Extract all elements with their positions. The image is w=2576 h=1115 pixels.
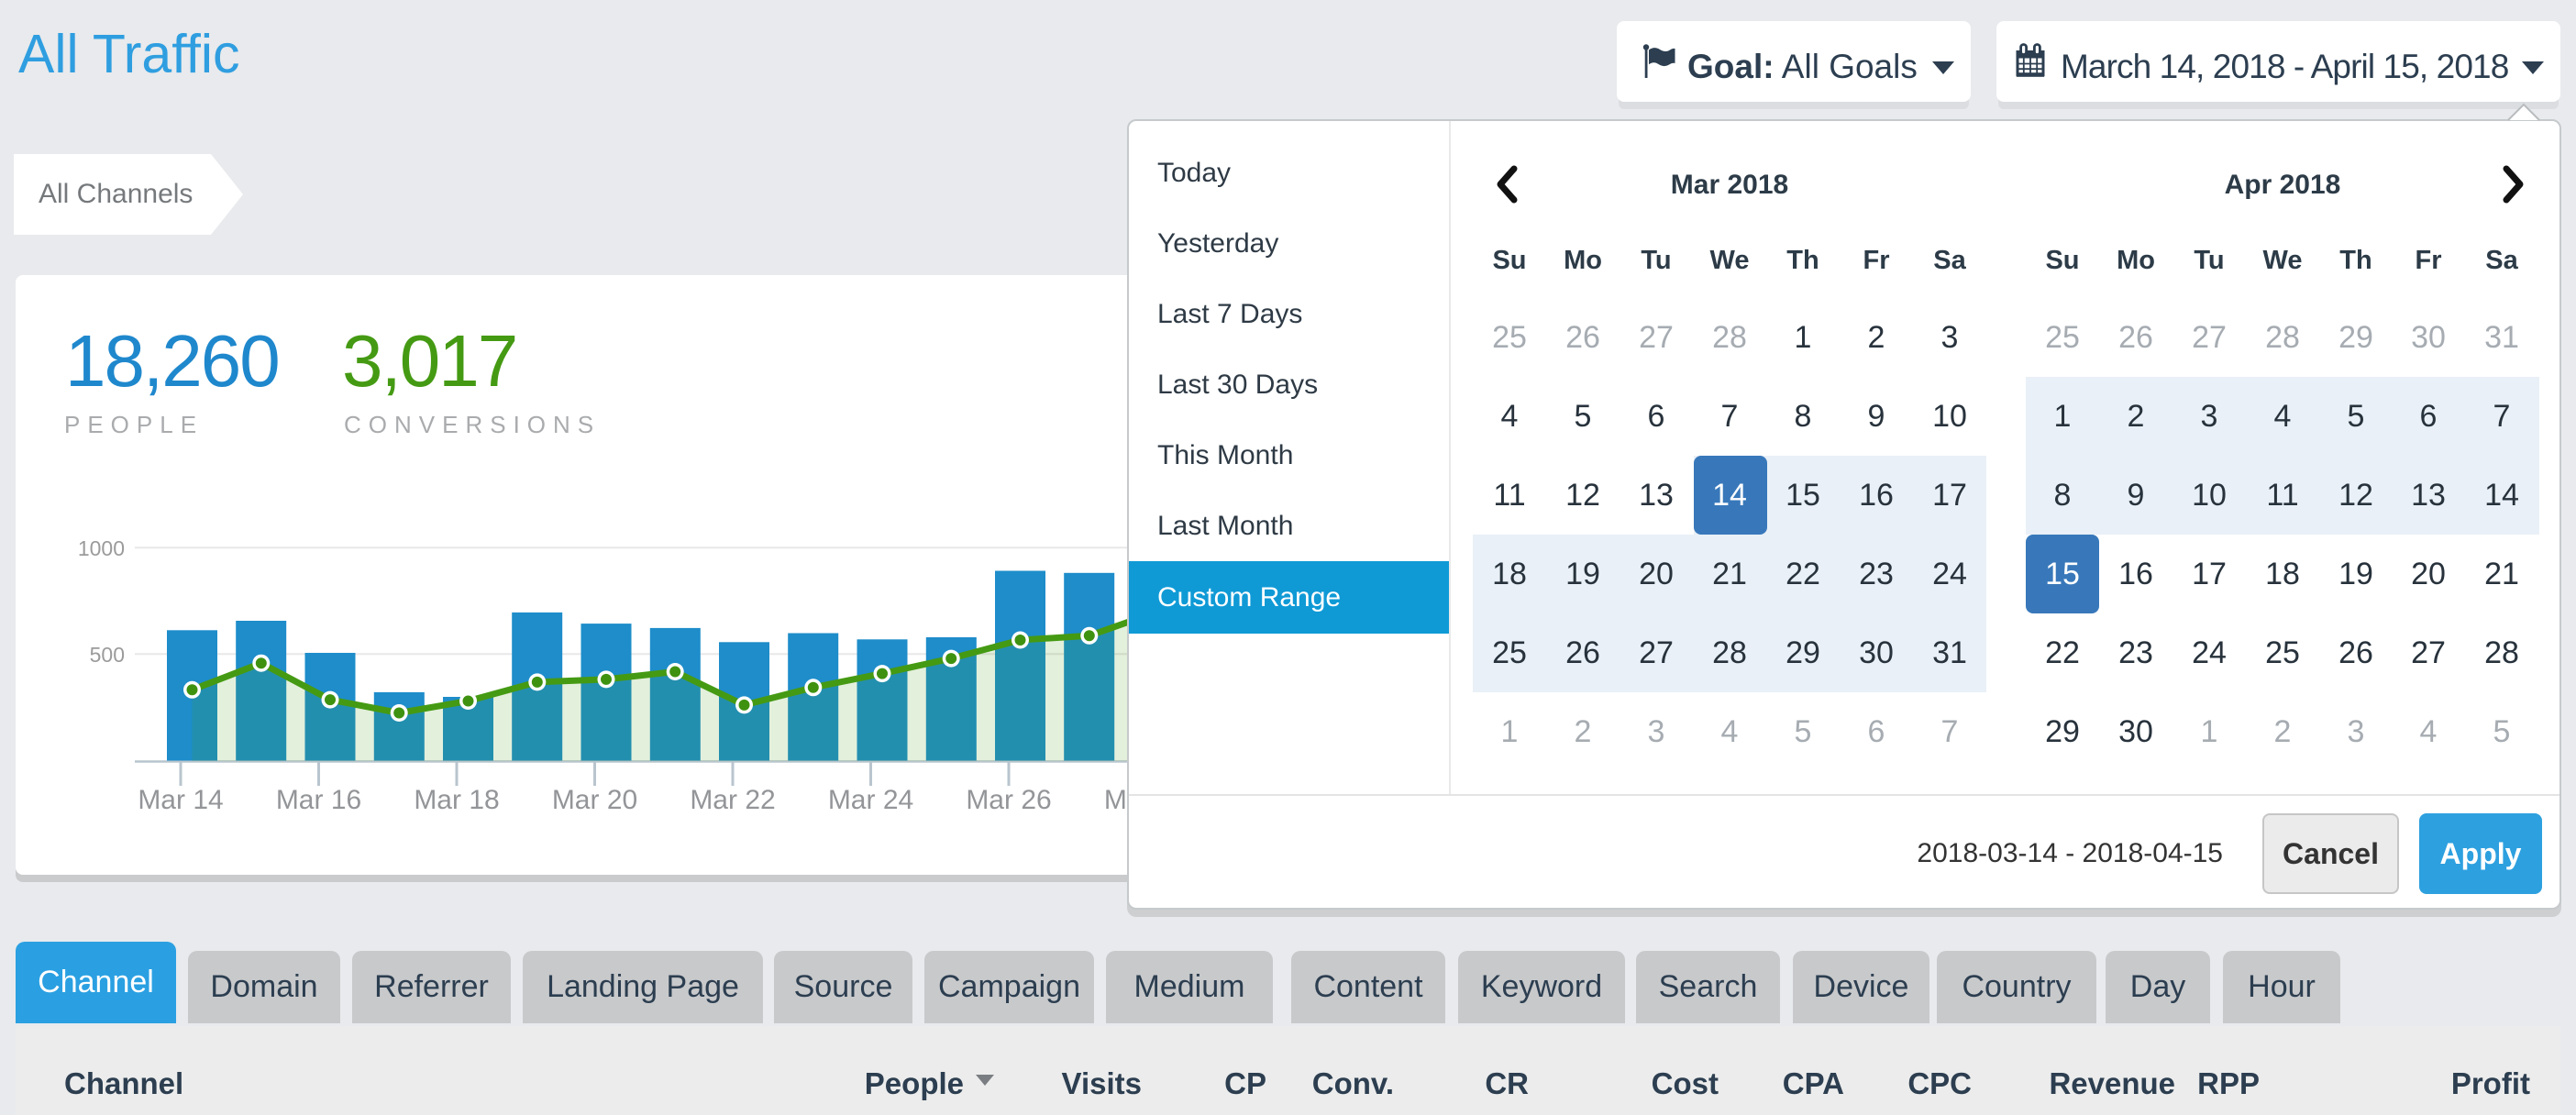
svg-text:Mar 26: Mar 26 — [966, 785, 1051, 815]
svg-text:Mar 16: Mar 16 — [276, 785, 361, 815]
svg-text:1000: 1000 — [78, 536, 125, 560]
svg-text:Mar 20: Mar 20 — [552, 785, 637, 815]
svg-text:Mar 24: Mar 24 — [828, 785, 913, 815]
svg-text:Mar 22: Mar 22 — [690, 785, 775, 815]
svg-text:Mar 14: Mar 14 — [138, 785, 223, 815]
svg-text:500: 500 — [90, 643, 125, 667]
svg-text:Mar 18: Mar 18 — [414, 785, 499, 815]
